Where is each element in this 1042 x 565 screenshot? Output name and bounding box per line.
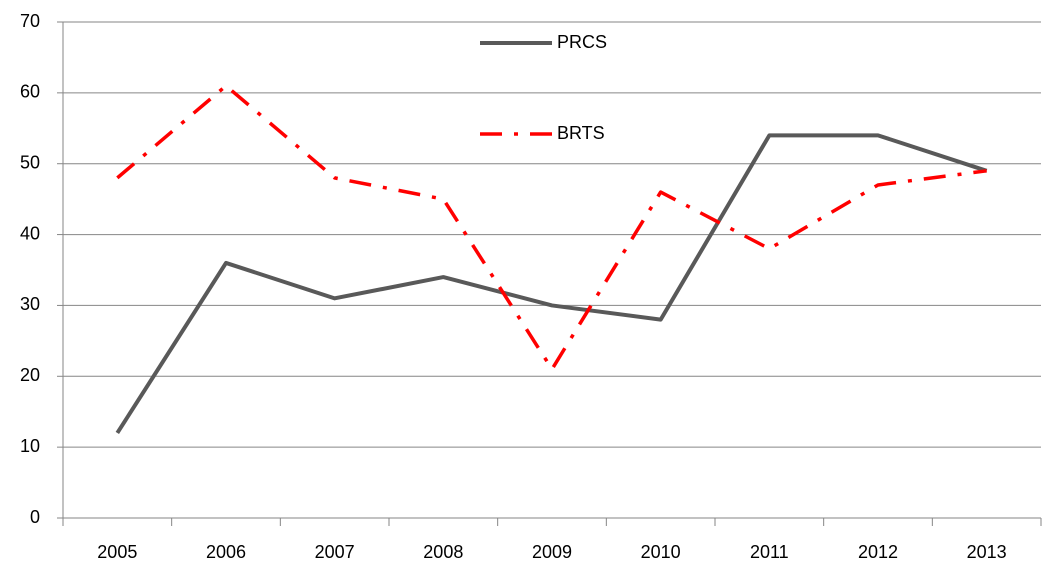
y-tick-label: 20 [20, 365, 40, 385]
y-tick-label: 70 [20, 11, 40, 31]
y-tick-label: 30 [20, 294, 40, 314]
x-tick-label: 2012 [858, 542, 898, 562]
y-tick-label: 40 [20, 223, 40, 243]
x-tick-label: 2009 [532, 542, 572, 562]
series-line [115, 133, 988, 435]
y-tick-label: 10 [20, 436, 40, 456]
y-tick-label: 50 [20, 152, 40, 172]
y-tick-label: 0 [30, 507, 40, 527]
x-tick-label: 2013 [967, 542, 1007, 562]
legend-label: PRCS [557, 32, 607, 52]
legend-label: BRTS [557, 123, 605, 143]
x-tick-label: 2005 [97, 542, 137, 562]
series-line [116, 84, 987, 371]
y-tick-label: 60 [20, 82, 40, 102]
x-tick-label: 2007 [315, 542, 355, 562]
x-tick-label: 2006 [206, 542, 246, 562]
x-tick-label: 2008 [423, 542, 463, 562]
x-tick-label: 2010 [641, 542, 681, 562]
x-tick-label: 2011 [750, 542, 789, 562]
